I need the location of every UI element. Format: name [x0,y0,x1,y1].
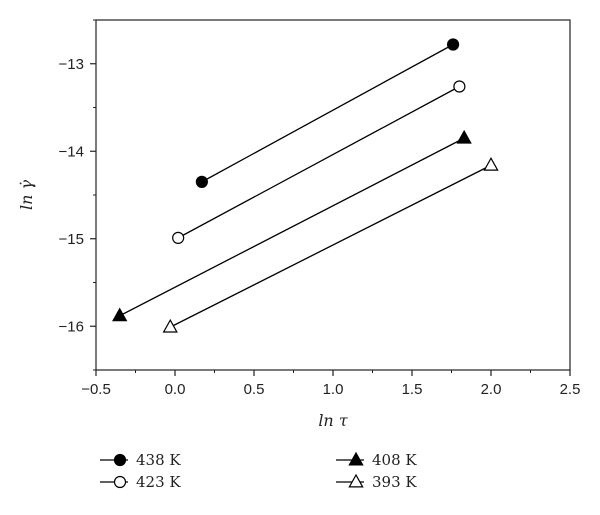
y-tick-label: −14 [59,143,84,160]
legend-marker [348,473,364,488]
data-point [172,231,185,244]
series-408k [112,129,472,322]
x-tick-label: 1.0 [323,381,344,398]
y-tick-label: −16 [59,318,84,335]
plot-frame [95,19,571,371]
x-tick-label: 0.0 [165,381,186,398]
legend-marker [113,453,127,467]
series-layer [112,38,499,333]
y-tick-label: −13 [59,56,84,73]
legend-item: 423 K [100,473,181,491]
legend: 438 K 423 K 408 K 393 K [100,451,417,491]
data-point [195,175,208,188]
x-tick-label: 0.5 [244,381,265,398]
series-line [201,43,454,183]
series-393k [162,157,499,333]
series-423k [172,80,466,244]
legend-marker [113,475,127,489]
data-point [456,129,472,144]
x-axis-ticks: −0.5 0.0 0.5 1.0 1.5 2.0 2.5 [81,370,580,398]
series-line [119,137,465,317]
y-axis-label: ln γ̇ [17,180,36,211]
x-tick-label: 2.5 [560,381,581,398]
y-tick-label: −15 [59,231,84,248]
data-point [162,318,178,333]
legend-label: 438 K [136,451,181,469]
series-line [169,164,492,328]
x-axis-label: ln τ [318,411,349,430]
legend-item: 408 K [336,451,417,469]
data-point [483,157,499,171]
series-line [177,85,460,239]
legend-marker [348,451,364,466]
legend-item: 438 K [100,451,181,469]
data-point [112,307,128,322]
legend-label: 393 K [372,473,417,491]
legend-item: 393 K [336,473,417,491]
y-axis-ticks: −13 −14 −15 −16 [59,19,96,371]
x-tick-label: 1.5 [402,381,423,398]
legend-label: 408 K [372,451,417,469]
legend-label: 423 K [136,473,181,491]
series-438k [195,38,460,188]
data-point [453,80,466,93]
data-point [446,38,460,51]
x-tick-label: 2.0 [481,381,502,398]
x-tick-label: −0.5 [81,381,111,398]
